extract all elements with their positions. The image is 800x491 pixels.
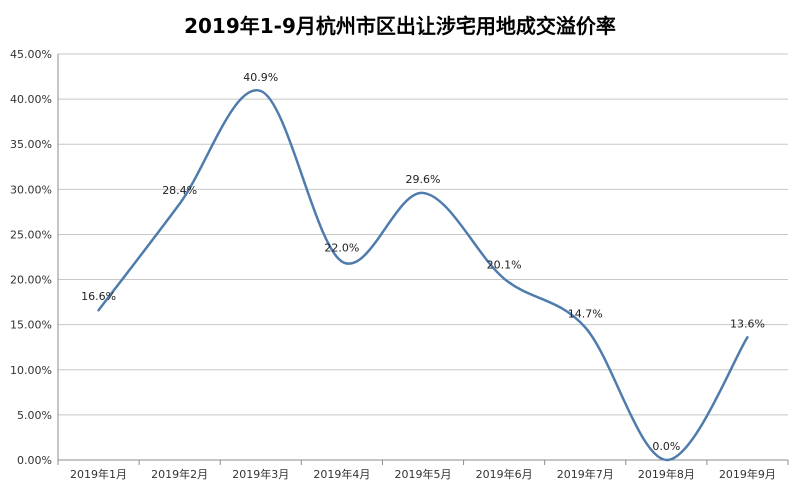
data-label: 40.9% [243,71,278,84]
data-point [178,202,181,205]
x-tick-label: 2019年2月 [151,467,208,481]
x-tick-label: 2019年3月 [232,467,289,481]
data-label: 13.6% [730,317,765,330]
data-point [97,309,100,312]
y-tick-label: 35.00% [10,138,52,151]
y-tick-label: 30.00% [10,183,52,196]
data-label: 22.0% [324,242,359,255]
chart-title: 2019年1-9月杭州市区出让涉宅用地成交溢价率 [184,14,616,38]
data-point [584,326,587,329]
data-label: 0.0% [652,440,680,453]
x-tick-label: 2019年6月 [476,467,533,481]
series [97,89,749,462]
data-label: 14.7% [568,307,603,320]
data-label: 20.1% [487,259,522,272]
y-tick-label: 5.00% [17,409,52,422]
data-label: 28.4% [162,184,197,197]
data-point [422,191,425,194]
data-point [340,260,343,263]
y-tick-label: 10.00% [10,364,52,377]
y-tick-label: 45.00% [10,48,52,61]
y-tick-label: 25.00% [10,228,52,241]
data-point [503,277,506,280]
x-tick-label: 2019年1月 [70,467,127,481]
data-point [665,459,668,462]
x-tick-label: 2019年7月 [557,467,614,481]
y-tick-label: 15.00% [10,319,52,332]
gridlines [58,53,788,461]
data-label: 29.6% [406,173,441,186]
series-line [97,89,749,462]
y-tick-label: 20.00% [10,274,52,287]
x-tick-label: 2019年4月 [313,467,370,481]
data-point [746,336,749,339]
x-tick-label: 2019年5月 [395,467,452,481]
x-tick-label: 2019年8月 [638,467,695,481]
axes: 0.00% 5.00% 10.00% 15.00% 20.00% 25.00% 30.00%… [10,48,789,481]
data-labels: 16.6% 28.4% 40.9% 22.0% 29.6% 20.1% 14.7% 0.0% 1… [81,71,765,453]
x-tick-label: 2019年9月 [719,467,776,481]
y-tick-label: 40.00% [10,93,52,106]
y-tick-label: 0.00% [17,454,52,467]
data-point [259,89,262,92]
data-label: 16.6% [81,290,116,303]
